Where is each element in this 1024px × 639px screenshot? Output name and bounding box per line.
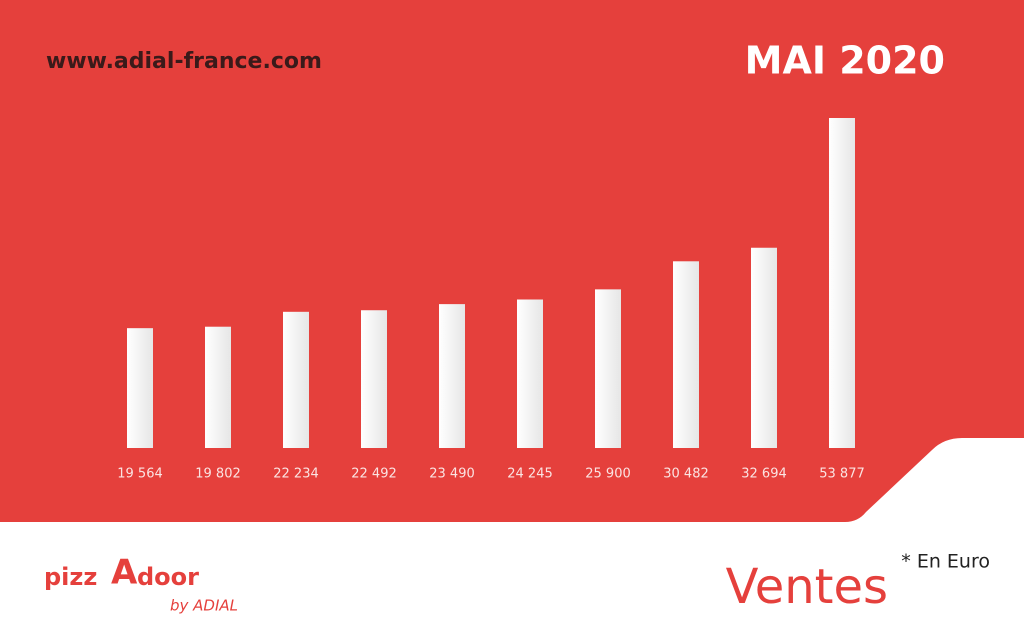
logo-left: pizz: [44, 563, 97, 591]
value-label: 24 245: [507, 467, 553, 482]
website: www.adial-france.com: [46, 49, 322, 74]
value-label: 53 877: [819, 467, 865, 482]
bar: [439, 304, 465, 448]
bar: [595, 289, 621, 448]
bar: [361, 310, 387, 448]
value-label: 22 234: [273, 467, 319, 482]
bar: [673, 261, 699, 448]
logo-right: door: [137, 563, 199, 591]
chart-title: MAI 2020: [745, 39, 945, 83]
logo-tagline: by ADIAL: [170, 597, 238, 615]
logo: pizz A door by ADIAL: [44, 553, 238, 615]
value-label: 30 482: [663, 467, 709, 482]
bar: [751, 247, 777, 448]
bar: [127, 328, 153, 448]
bar: [283, 311, 309, 448]
bar: [517, 299, 543, 448]
value-label: 23 490: [429, 467, 475, 482]
bar: [205, 326, 231, 448]
bar: [829, 118, 855, 448]
value-label: 25 900: [585, 467, 631, 482]
chart-label: Ventes: [726, 559, 888, 615]
value-label: 32 694: [741, 467, 787, 482]
value-label: 22 492: [351, 467, 397, 482]
logo-a: A: [111, 553, 138, 593]
value-label: 19 564: [117, 467, 163, 482]
value-label: 19 802: [195, 467, 241, 482]
note: * En Euro: [901, 551, 990, 573]
